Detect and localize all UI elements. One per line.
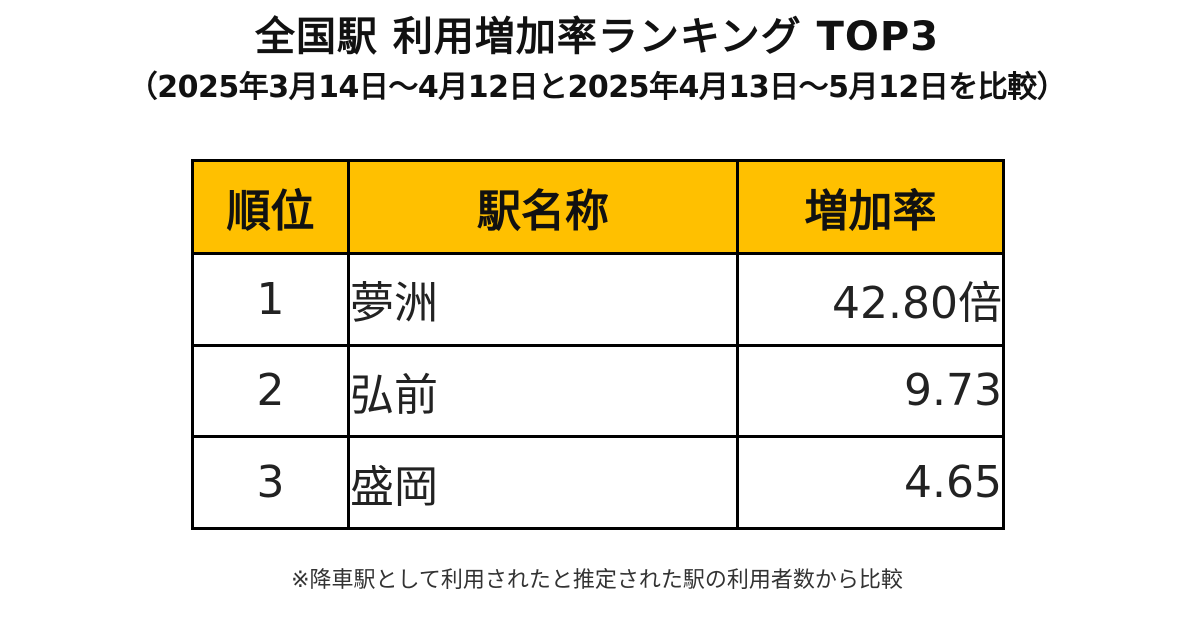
rank-cell: 2 [191, 343, 350, 439]
rank-cell: 3 [191, 435, 350, 530]
page-title: 全国駅 利用増加率ランキング TOP3 [254, 14, 940, 60]
station-cell: 夢洲 [347, 252, 739, 347]
rate-cell: 9.73 [736, 343, 1005, 439]
footnote: ※降車駅として利用されたと推定された駅の利用者数から比較 [291, 568, 903, 593]
station-cell: 盛岡 [347, 435, 739, 530]
header-rate: 増加率 [736, 159, 1005, 255]
ranking-table: 順位 駅名称 増加率 1 夢洲 42.80倍 2 弘前 9.73 3 盛岡 4.… [191, 159, 1005, 530]
station-cell: 弘前 [347, 343, 739, 439]
header-rank: 順位 [191, 159, 350, 255]
table-header-row: 順位 駅名称 増加率 [191, 159, 1005, 255]
table-row: 2 弘前 9.73 [191, 343, 1005, 439]
table-row: 3 盛岡 4.65 [191, 435, 1005, 530]
rate-cell: 42.80倍 [736, 252, 1005, 347]
page-subtitle: （2025年3月14日～4月12日と2025年4月13日～5月12日を比較） [127, 70, 1067, 105]
table-row: 1 夢洲 42.80倍 [191, 252, 1005, 347]
header-station: 駅名称 [347, 159, 739, 255]
rank-cell: 1 [191, 252, 350, 347]
rate-cell: 4.65 [736, 435, 1005, 530]
